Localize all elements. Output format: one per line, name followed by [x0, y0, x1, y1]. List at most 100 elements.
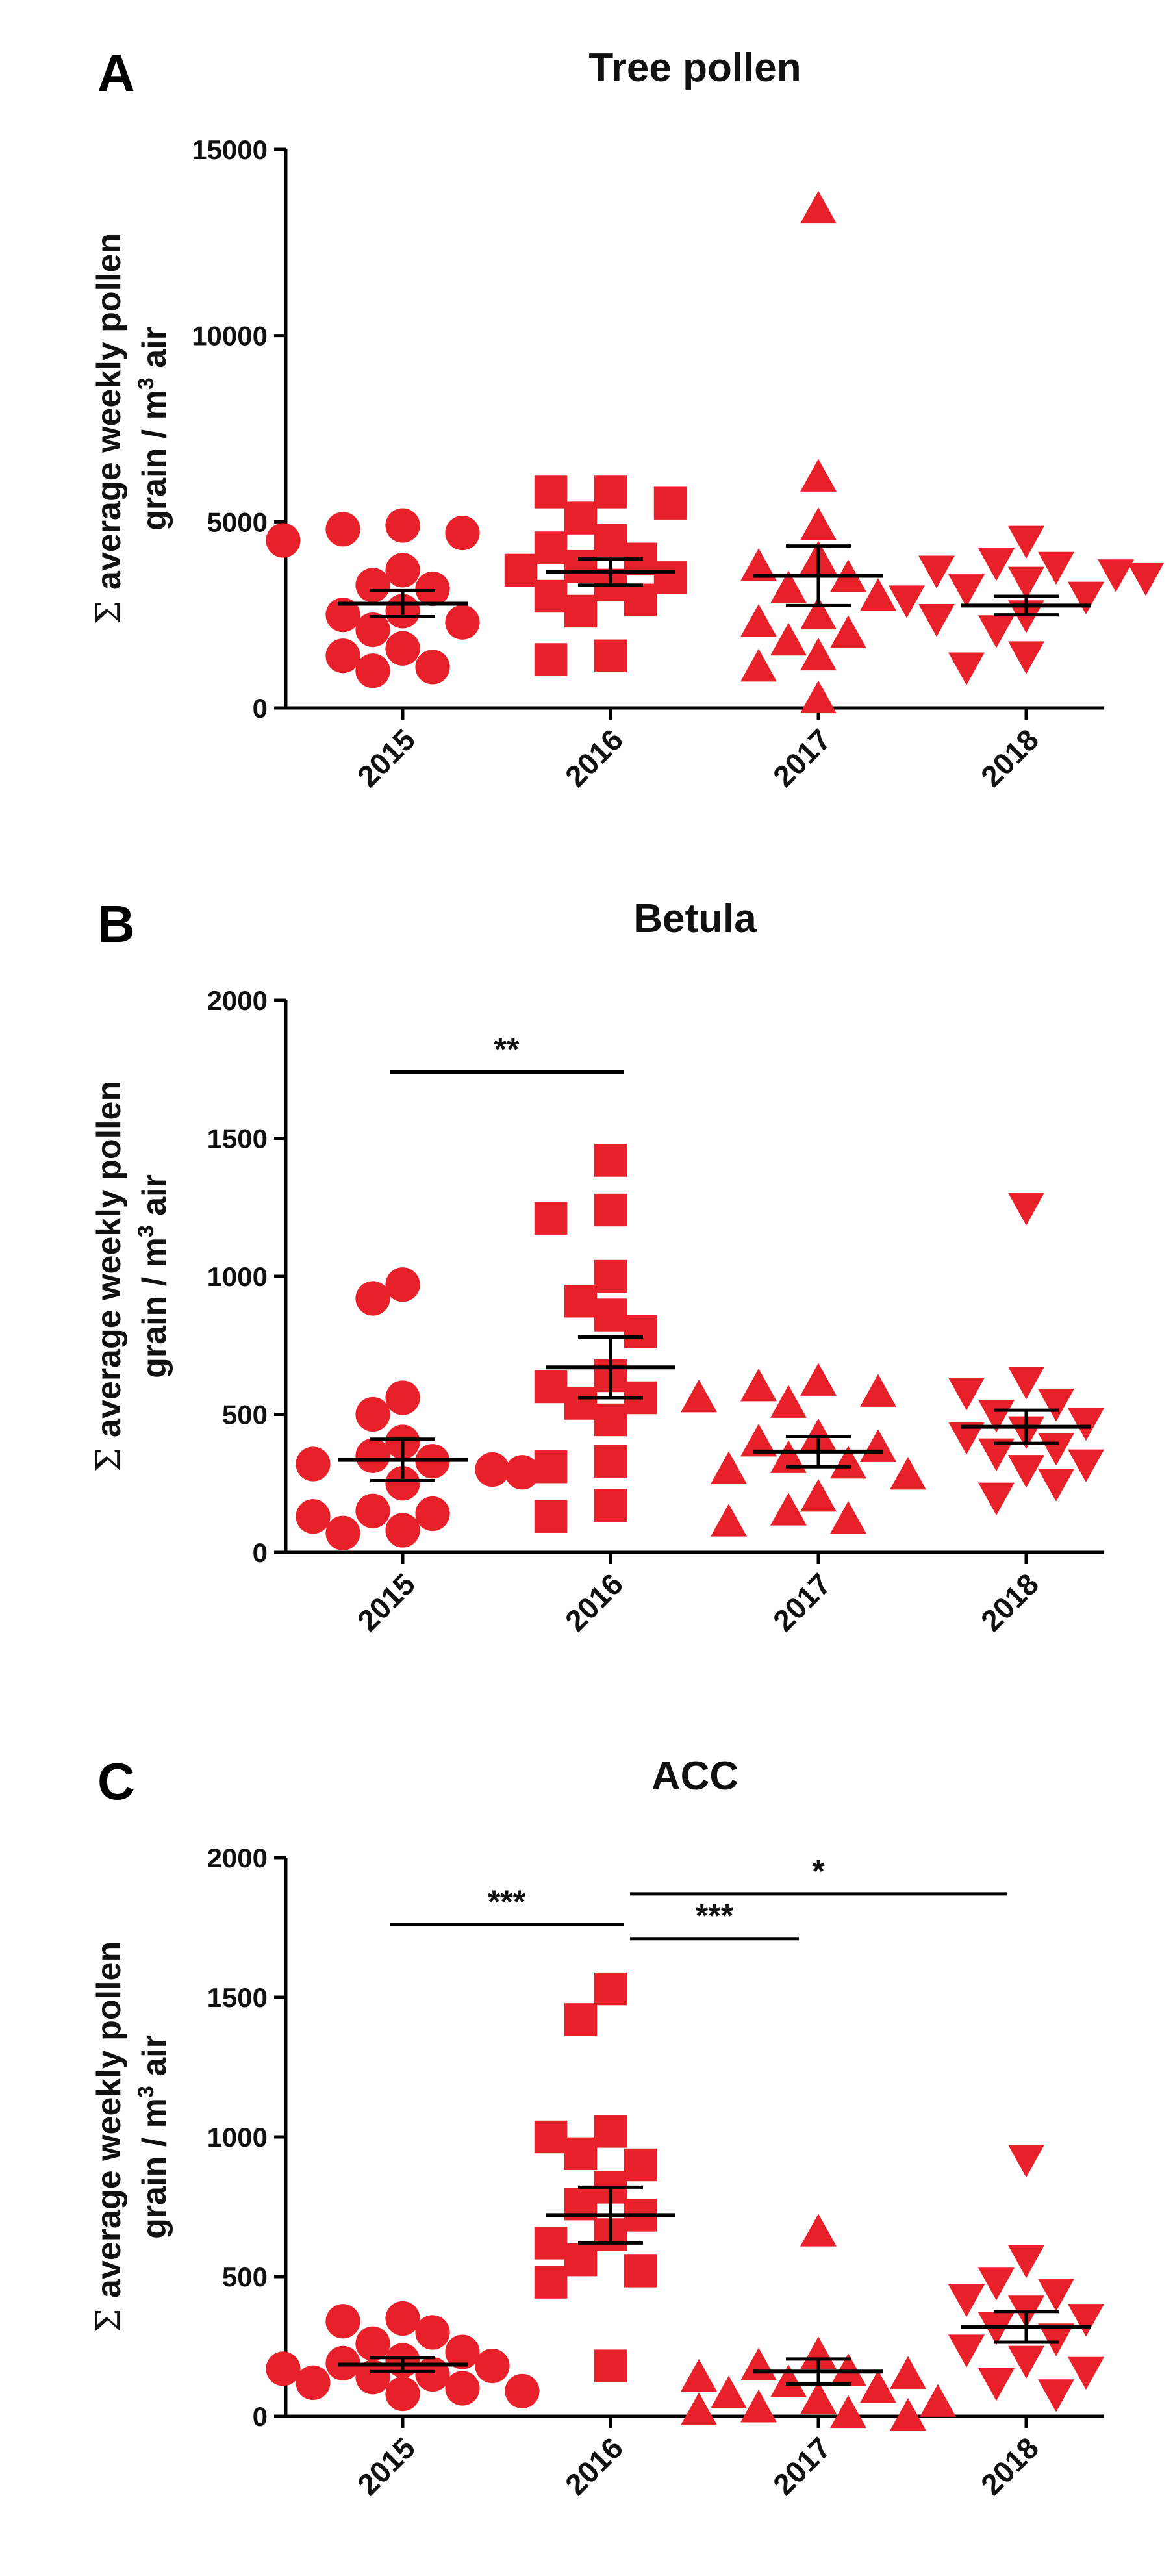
y-tick-label: 15000	[192, 134, 268, 165]
data-point-triangle-up	[800, 2214, 837, 2247]
data-point-circle	[445, 2334, 480, 2369]
data-point-circle	[385, 508, 420, 543]
y-tick-label: 2000	[207, 985, 268, 1016]
y-tick-label: 1000	[207, 2122, 268, 2153]
data-point-triangle-up	[830, 1501, 866, 1534]
chart-title: Tree pollen	[588, 45, 801, 90]
data-point-triangle-down	[1038, 1389, 1074, 1422]
data-point-circle	[325, 2304, 360, 2339]
data-point-circle	[266, 523, 301, 558]
data-point-triangle-down	[978, 2267, 1015, 2301]
data-point-circle	[415, 1496, 450, 1532]
data-point-square	[653, 486, 687, 520]
data-point-triangle-down	[1008, 1193, 1044, 1226]
data-point-circle	[355, 1281, 390, 1316]
data-point-square	[624, 583, 657, 616]
data-point-triangle-up	[860, 2370, 896, 2403]
data-point-circle	[266, 2351, 301, 2386]
data-point-triangle-down	[918, 555, 955, 588]
x-tick-label: 2015	[351, 722, 422, 793]
x-tick-label: 2017	[766, 722, 837, 793]
y-label-sigma: Σ	[90, 1437, 129, 1472]
data-point-triangle-up	[681, 2392, 717, 2425]
data-point-circle	[325, 512, 360, 547]
data-point-triangle-up	[800, 2336, 837, 2369]
data-point-triangle-up	[740, 1369, 777, 1402]
data-point-triangle-up	[740, 1424, 777, 1457]
data-point-triangle-down	[1008, 2145, 1044, 2178]
x-tick-label: 2018	[974, 2431, 1045, 2501]
data-point-triangle-down	[889, 585, 925, 618]
y-tick-label: 0	[253, 693, 268, 724]
data-point-square	[653, 561, 687, 594]
data-point-triangle-up	[800, 637, 837, 671]
data-point-square	[594, 1972, 627, 2006]
data-point-square	[564, 2137, 598, 2170]
data-point-circle	[385, 2301, 420, 2336]
data-point-triangle-up	[681, 2358, 717, 2392]
data-point-circle	[475, 2349, 510, 2384]
y-tick-label: 500	[222, 2262, 268, 2292]
data-point-triangle-down	[1038, 2279, 1074, 2312]
x-tick-label: 2016	[559, 722, 629, 793]
data-point-square	[564, 1285, 598, 1318]
data-point-circle	[445, 605, 480, 640]
data-point-triangle-up	[890, 2356, 926, 2389]
data-point-triangle-down	[1008, 600, 1044, 633]
data-point-triangle-down	[978, 1482, 1015, 1515]
data-point-circle	[355, 1396, 390, 1432]
data-point-square	[624, 1315, 657, 1348]
data-point-triangle-down	[1008, 2345, 1044, 2379]
data-point-square	[564, 1387, 598, 1420]
chart-title: Betula	[633, 896, 757, 941]
data-point-triangle-up	[681, 1380, 717, 1413]
data-point-triangle-up	[800, 459, 837, 492]
data-point-triangle-down	[1038, 1469, 1074, 1502]
data-point-triangle-up	[800, 1479, 837, 1512]
data-point-circle	[355, 1438, 390, 1473]
y-axis-label-line1: Σ average weekly pollen	[90, 233, 129, 624]
data-point-triangle-down	[1068, 1449, 1104, 1482]
y-tick-label: 1000	[207, 1261, 268, 1292]
data-point-triangle-down	[1008, 2245, 1044, 2279]
data-point-triangle-down	[1068, 2304, 1104, 2337]
data-point-circle	[505, 1455, 540, 1490]
data-point-triangle-down	[948, 2334, 985, 2368]
data-point-circle	[385, 1513, 420, 1548]
panel-letter: A	[97, 44, 135, 102]
y-label-superscript: 3	[134, 377, 158, 390]
data-point-triangle-down	[1038, 1433, 1074, 1466]
y-label-sigma: Σ	[90, 590, 129, 624]
data-point-triangle-down	[1038, 551, 1074, 585]
y-tick-label: 10000	[192, 321, 268, 351]
data-point-square	[624, 2254, 657, 2288]
data-point-circle	[475, 1452, 510, 1487]
data-point-square	[594, 1259, 627, 1293]
data-point-triangle-down	[1008, 566, 1044, 600]
data-point-triangle-down	[1008, 525, 1044, 559]
panel-letter: B	[97, 895, 135, 953]
y-axis-label-line1: Σ average weekly pollen	[90, 1081, 129, 1472]
data-point-square	[594, 1144, 627, 1177]
data-point-triangle-up	[860, 578, 896, 611]
data-point-triangle-up	[920, 2384, 956, 2417]
data-point-circle	[505, 2373, 540, 2408]
data-point-square	[534, 643, 568, 676]
y-label-grain: grain / m	[136, 1237, 173, 1378]
y-label-air: air	[136, 327, 173, 377]
data-point-triangle-down	[1008, 1455, 1044, 1488]
x-tick-label: 2016	[559, 1567, 629, 1637]
data-point-square	[564, 2243, 598, 2277]
data-point-circle	[296, 1499, 331, 1534]
data-point-triangle-up	[800, 190, 837, 224]
x-tick-label: 2018	[974, 1567, 1045, 1637]
data-point-triangle-up	[830, 2395, 866, 2429]
data-point-circle	[385, 1380, 420, 1415]
data-point-triangle-up	[800, 680, 837, 714]
data-point-triangle-down	[978, 2368, 1015, 2401]
data-point-triangle-down	[1038, 2379, 1074, 2412]
data-point-triangle-up	[770, 1493, 807, 1526]
